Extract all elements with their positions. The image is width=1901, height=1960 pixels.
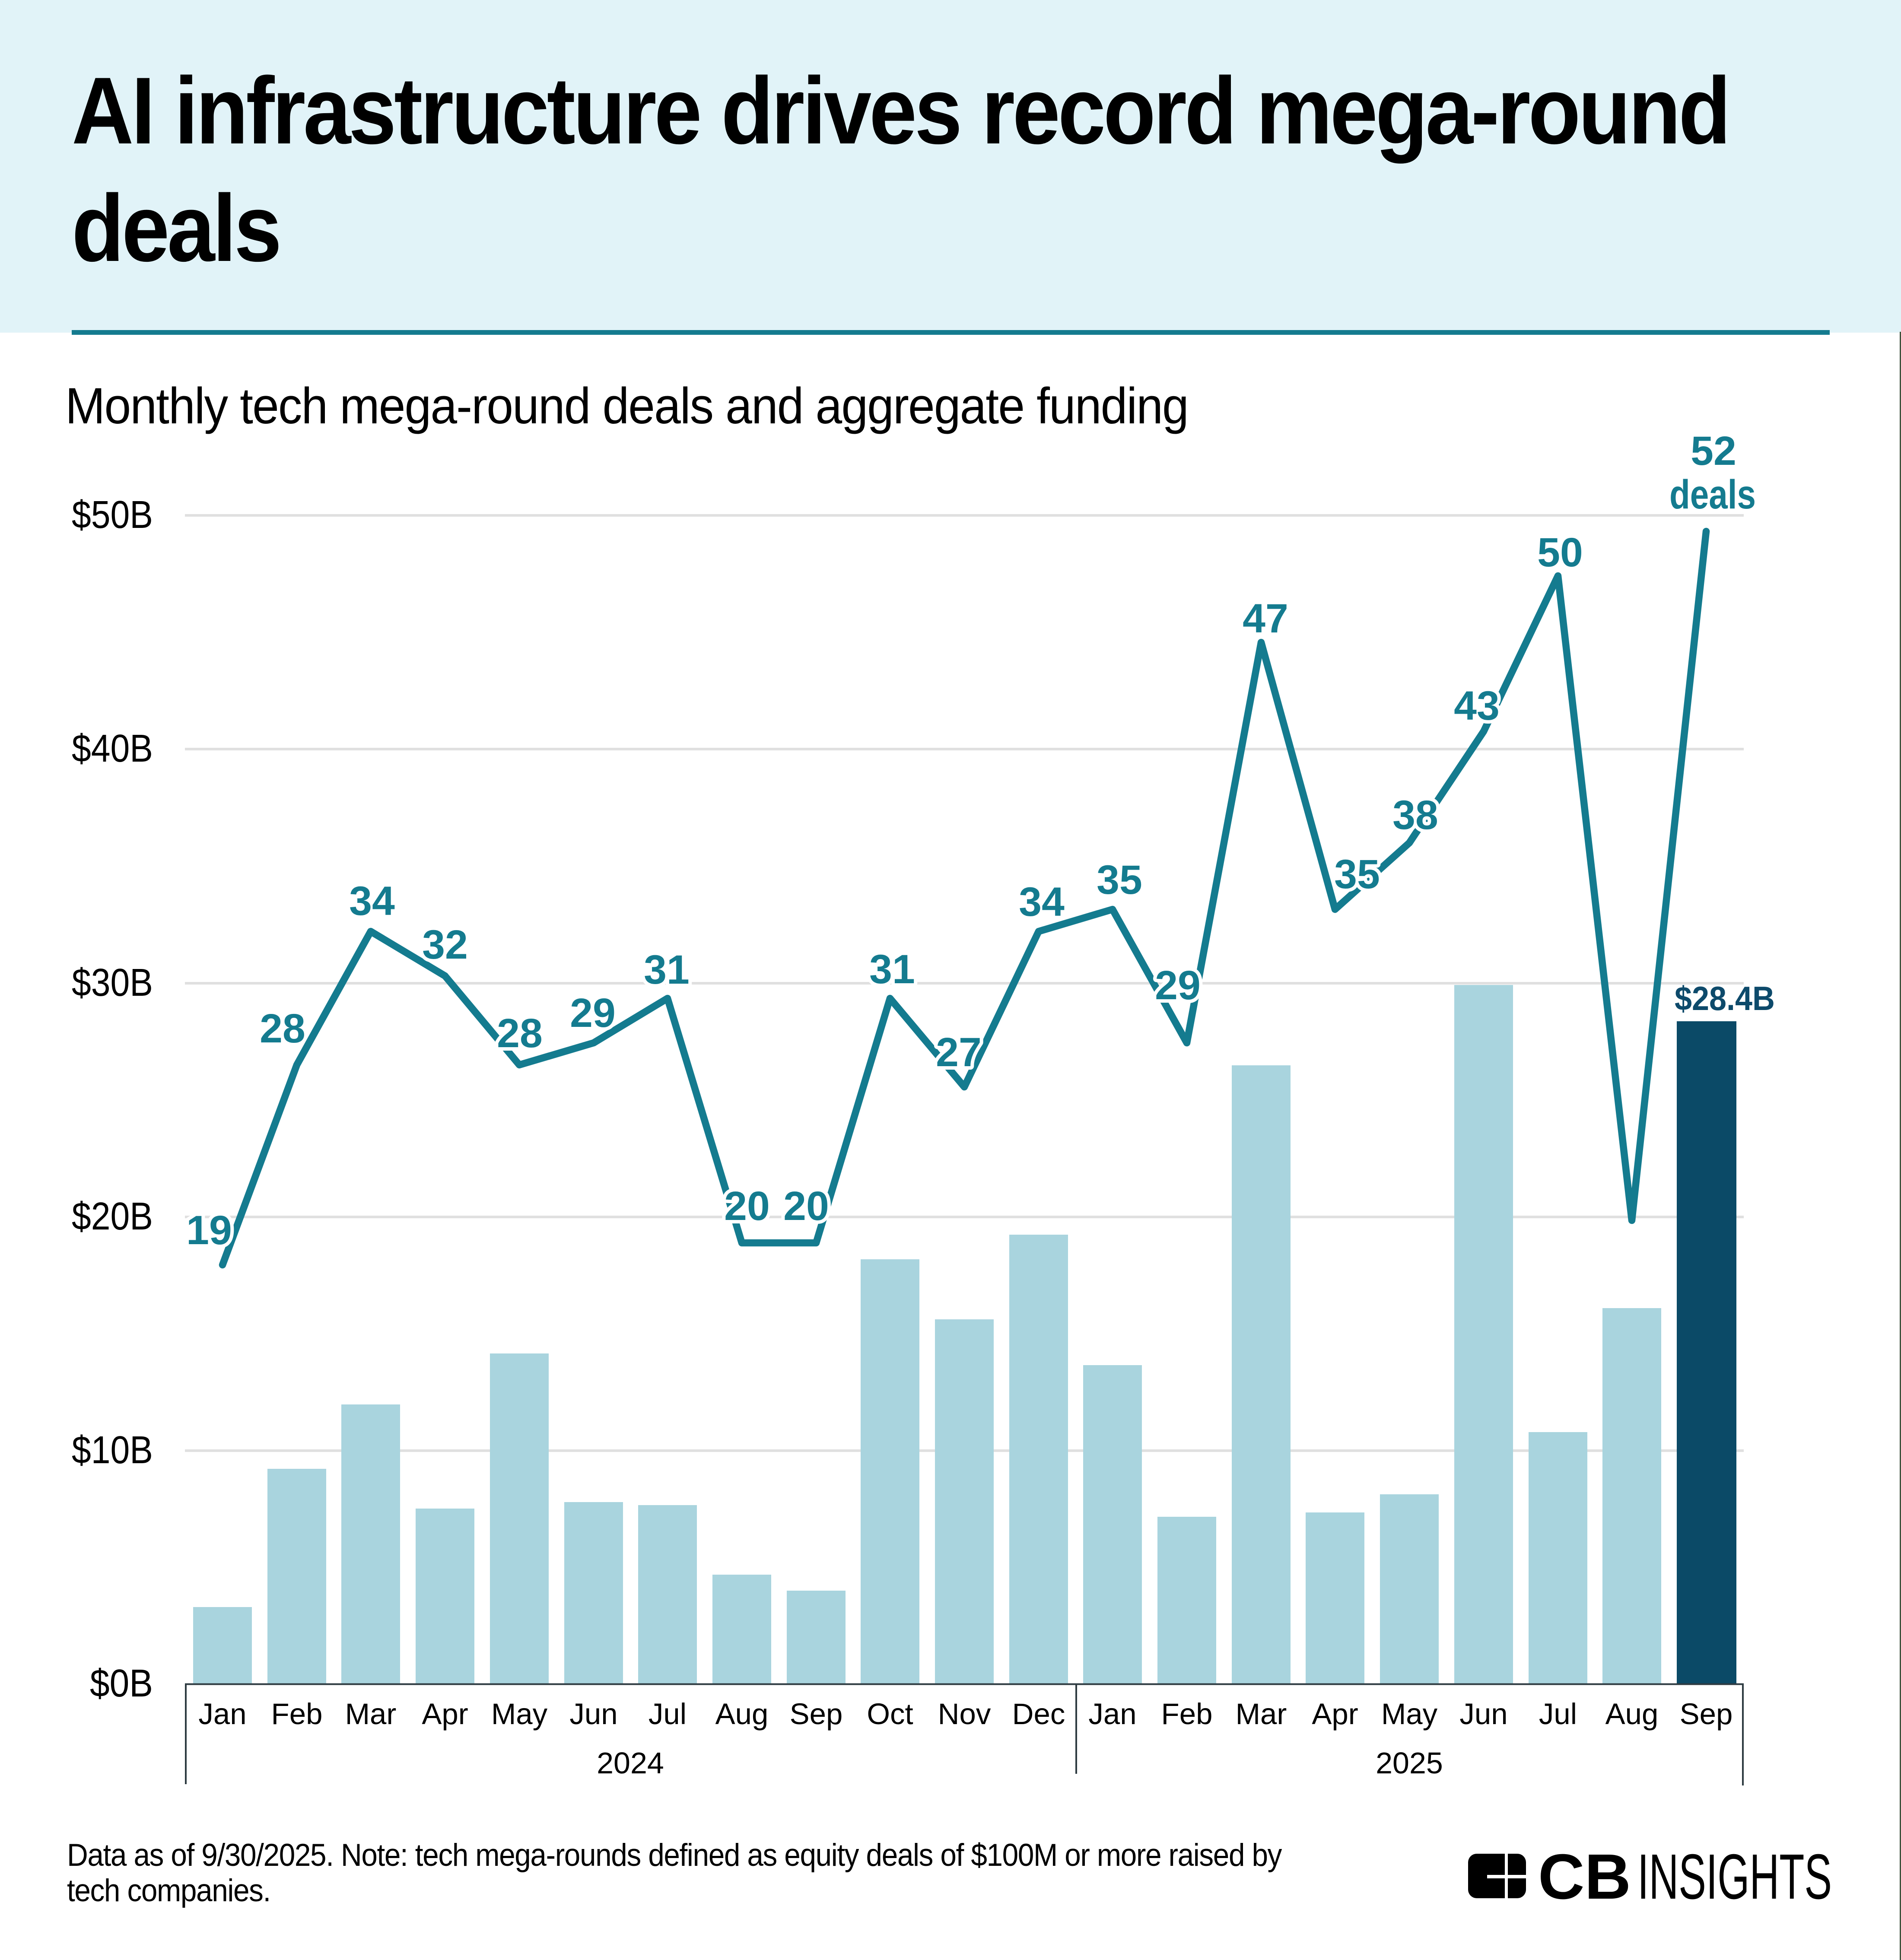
svg-text:35: 35 [1334, 851, 1380, 897]
svg-text:$30B: $30B [72, 961, 153, 1004]
svg-text:$20B: $20B [72, 1195, 153, 1238]
svg-text:29: 29 [1155, 963, 1201, 1008]
svg-text:28: 28 [497, 1010, 543, 1056]
svg-text:Jun: Jun [1459, 1697, 1507, 1731]
svg-text:20: 20 [783, 1183, 829, 1229]
svg-text:$0B: $0B [90, 1662, 153, 1705]
svg-text:Sep: Sep [1680, 1697, 1733, 1731]
svg-text:Jul: Jul [649, 1697, 687, 1731]
svg-text:Aug: Aug [1605, 1697, 1659, 1731]
svg-text:38: 38 [1392, 792, 1438, 838]
svg-text:34: 34 [349, 878, 395, 924]
svg-text:INSIGHTS: INSIGHTS [1637, 1841, 1832, 1912]
svg-text:32: 32 [422, 922, 468, 968]
svg-text:Sep: Sep [790, 1697, 843, 1731]
svg-text:Jul: Jul [1539, 1697, 1577, 1731]
svg-text:$10B: $10B [72, 1429, 153, 1472]
svg-text:Aug: Aug [715, 1697, 769, 1731]
svg-text:31: 31 [869, 947, 915, 992]
svg-text:Apr: Apr [422, 1697, 468, 1731]
svg-text:Nov: Nov [938, 1697, 991, 1731]
svg-text:Jun: Jun [569, 1697, 617, 1731]
svg-text:Apr: Apr [1312, 1697, 1358, 1731]
svg-text:Mar: Mar [1236, 1697, 1287, 1731]
svg-text:31: 31 [644, 947, 690, 993]
svg-text:20: 20 [724, 1183, 770, 1229]
svg-text:52: 52 [1691, 428, 1736, 474]
svg-text:Jan: Jan [1088, 1697, 1136, 1731]
svg-text:19: 19 [186, 1207, 232, 1253]
svg-text:34: 34 [1019, 879, 1065, 925]
svg-text:2024: 2024 [597, 1746, 664, 1780]
svg-text:CB: CB [1538, 1841, 1631, 1912]
svg-text:Oct: Oct [867, 1697, 913, 1731]
svg-text:2025: 2025 [1376, 1746, 1443, 1780]
svg-text:Feb: Feb [271, 1697, 323, 1731]
svg-text:Feb: Feb [1161, 1697, 1213, 1731]
svg-text:50: 50 [1537, 530, 1583, 575]
svg-text:35: 35 [1097, 857, 1142, 903]
svg-text:$50B: $50B [72, 493, 153, 537]
svg-text:May: May [1381, 1697, 1438, 1731]
svg-text:$28.4B: $28.4B [1675, 979, 1775, 1017]
svg-text:Mar: Mar [345, 1697, 397, 1731]
svg-text:Jan: Jan [198, 1697, 246, 1731]
svg-text:28: 28 [260, 1006, 305, 1051]
svg-text:27: 27 [936, 1029, 982, 1075]
svg-text:Dec: Dec [1012, 1697, 1065, 1731]
svg-text:43: 43 [1454, 683, 1500, 729]
svg-text:29: 29 [570, 990, 616, 1036]
svg-text:$40B: $40B [72, 727, 153, 770]
svg-text:deals: deals [1669, 472, 1756, 518]
svg-text:47: 47 [1243, 596, 1288, 642]
svg-text:May: May [491, 1697, 548, 1731]
